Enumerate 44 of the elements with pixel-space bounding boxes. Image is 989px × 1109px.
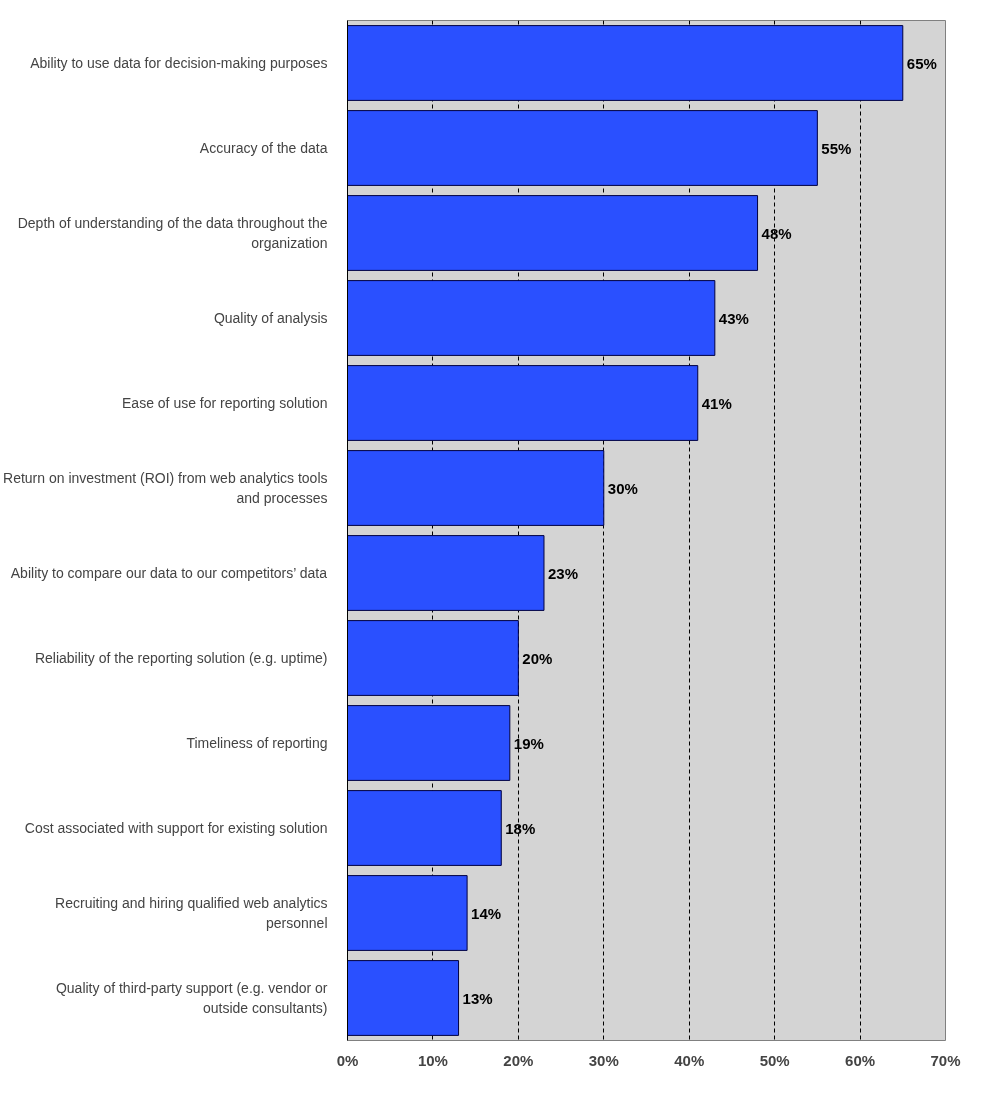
data-label: 41% — [701, 394, 732, 412]
bar — [347, 450, 605, 526]
bar — [347, 535, 545, 611]
bar — [347, 705, 511, 781]
data-label: 14% — [471, 904, 502, 922]
y-tick-label: Cost associated with support for existing solution — [24, 820, 328, 836]
data-label: 55% — [821, 139, 852, 157]
bar — [347, 195, 759, 271]
bar — [347, 110, 818, 186]
x-tick-label: 60% — [845, 1051, 876, 1069]
x-tick-label: 70% — [930, 1051, 961, 1069]
y-tick-label: Return on investment (ROI) from web analytics tools and processes — [3, 470, 328, 506]
x-tick-label: 40% — [674, 1051, 705, 1069]
bar — [347, 790, 502, 866]
x-tick-label: 50% — [759, 1051, 790, 1069]
y-tick-label: Accuracy of the data — [199, 140, 328, 156]
data-label: 19% — [513, 734, 544, 752]
bar — [347, 960, 460, 1036]
y-tick-label: Depth of understanding of the data throughout the organization — [17, 215, 328, 251]
y-tick-label: Ability to compare our data to our competitors’ data — [10, 565, 328, 581]
data-label: 43% — [718, 309, 749, 327]
y-tick-label: Ease of use for reporting solution — [122, 395, 328, 411]
x-tick-label: 20% — [503, 1051, 534, 1069]
bar — [347, 280, 716, 356]
x-tick-label: 10% — [417, 1051, 448, 1069]
bar — [347, 25, 904, 101]
data-label: 30% — [607, 479, 638, 497]
data-label: 65% — [906, 54, 937, 72]
y-tick-label: Recruiting and hiring qualified web analytics personnel — [55, 895, 328, 931]
data-label: 48% — [761, 224, 792, 242]
y-tick-label: Quality of third-party support (e.g. vendor or outside consultants) — [55, 980, 328, 1016]
data-label: 20% — [522, 649, 553, 667]
y-tick-label: Timeliness of reporting — [186, 735, 328, 751]
data-label: 13% — [462, 989, 493, 1007]
x-tick-label: 30% — [588, 1051, 619, 1069]
data-label: 18% — [505, 819, 536, 837]
bar — [347, 875, 468, 951]
y-tick-label: Ability to use data for decision-making purposes — [30, 55, 328, 71]
data-label: 23% — [547, 564, 579, 582]
x-tick-label: 0% — [336, 1051, 359, 1069]
y-tick-label: Reliability of the reporting solution (e.g. uptime) — [34, 650, 328, 666]
y-tick-label: Quality of analysis — [213, 310, 328, 326]
bar — [347, 365, 699, 441]
bar — [347, 620, 519, 696]
